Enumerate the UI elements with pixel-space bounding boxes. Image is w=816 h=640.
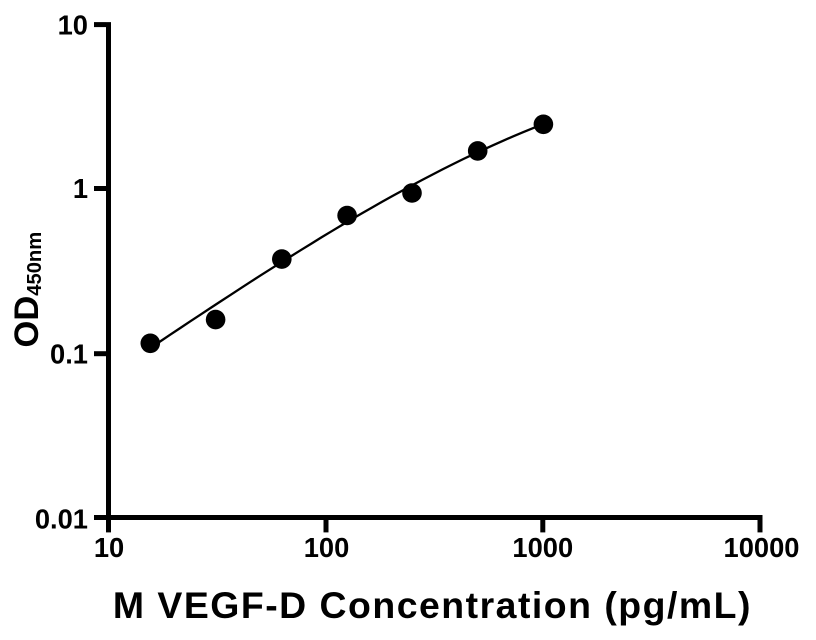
svg-text:10: 10 bbox=[58, 9, 88, 40]
svg-text:10: 10 bbox=[94, 532, 124, 563]
svg-text:M VEGF-D Concentration (pg/mL): M VEGF-D Concentration (pg/mL) bbox=[113, 584, 752, 626]
svg-text:1000: 1000 bbox=[512, 532, 573, 563]
svg-text:1: 1 bbox=[73, 173, 88, 204]
svg-text:0.01: 0.01 bbox=[35, 504, 88, 535]
svg-text:0.1: 0.1 bbox=[50, 338, 88, 369]
svg-text:10000: 10000 bbox=[724, 532, 800, 563]
svg-text:100: 100 bbox=[304, 532, 350, 563]
